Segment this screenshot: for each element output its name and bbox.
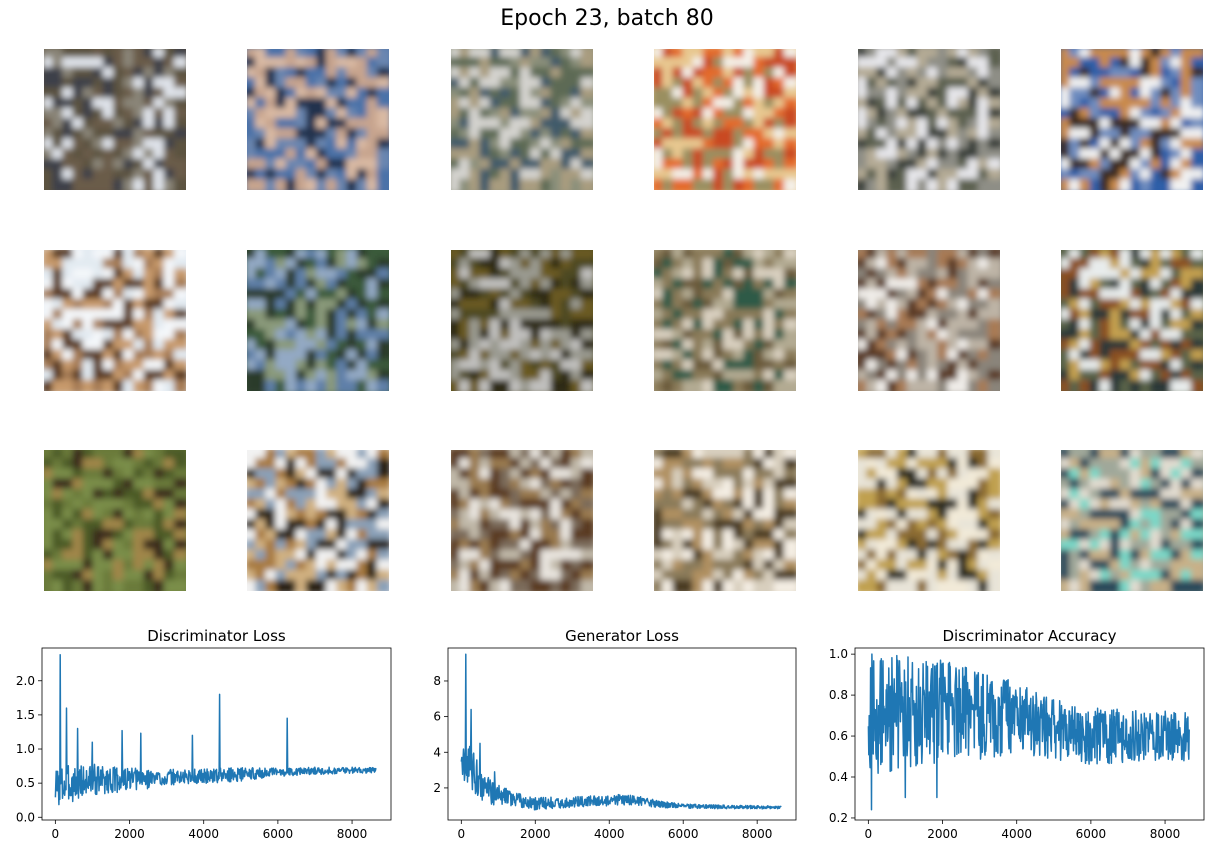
sample-r1c6	[1061, 49, 1203, 190]
y-tick-label-2-4: 1.0	[829, 647, 848, 661]
sample-r3c1	[44, 450, 186, 591]
x-tick-label-1-1: 2000	[520, 827, 551, 841]
x-tick-label-0-4: 8000	[337, 827, 368, 841]
axes-frame-1	[447, 647, 797, 821]
y-tick-label-2-3: 0.8	[829, 688, 848, 702]
x-tick-label-1-2: 4000	[594, 827, 625, 841]
sample-r1c4	[654, 49, 796, 190]
y-tick-label-0-1: 0.5	[16, 776, 35, 790]
y-tick-label-1-0: 2	[433, 781, 441, 795]
figure-title: Epoch 23, batch 80	[500, 6, 714, 31]
sample-r2c6	[1061, 250, 1203, 391]
sample-r2c2	[247, 250, 389, 391]
plot-1: 0 2000 4000 6000 8000 2 4 6 8	[433, 647, 797, 841]
axes-frame-0	[41, 647, 392, 821]
sample-r3c4	[654, 450, 796, 591]
sample-r1c1	[44, 49, 186, 190]
x-tick-label-0-1: 2000	[114, 827, 145, 841]
x-tick-label-0-3: 6000	[263, 827, 294, 841]
plot-title-generator-loss: Generator Loss	[565, 627, 679, 645]
y-tick-label-2-2: 0.6	[829, 729, 848, 743]
plot-2: 0 2000 4000 6000 8000 0.2 0.4 0.6 0.8 1.0	[829, 647, 1205, 841]
sample-r2c3	[451, 250, 593, 391]
sample-r2c5	[858, 250, 1000, 391]
y-tick-label-2-1: 0.4	[829, 770, 848, 784]
y-tick-label-0-2: 1.0	[16, 742, 35, 756]
sample-r1c2	[247, 49, 389, 190]
x-tick-label-2-2: 4000	[1001, 827, 1032, 841]
plot-title-discriminator-accuracy: Discriminator Accuracy	[942, 627, 1117, 645]
sample-r1c3	[451, 49, 593, 190]
y-tick-label-1-1: 4	[433, 745, 441, 759]
sample-r1c5	[858, 49, 1000, 190]
sample-r2c1	[44, 250, 186, 391]
sample-r3c2	[247, 450, 389, 591]
y-tick-label-1-2: 6	[433, 710, 441, 724]
x-tick-label-2-0: 0	[865, 827, 873, 841]
sample-r3c5	[858, 450, 1000, 591]
y-tick-label-1-3: 8	[433, 674, 441, 688]
sample-r3c3	[451, 450, 593, 591]
sample-r3c6	[1061, 450, 1203, 591]
sample-r2c4	[654, 250, 796, 391]
y-tick-label-2-0: 0.2	[829, 811, 848, 825]
series-line-2	[867, 653, 1190, 811]
x-tick-label-1-0: 0	[457, 827, 465, 841]
x-tick-label-1-3: 6000	[668, 827, 699, 841]
x-tick-label-0-0: 0	[52, 827, 60, 841]
y-tick-label-0-0: 0.0	[16, 810, 35, 824]
plot-title-discriminator-loss: Discriminator Loss	[147, 627, 286, 645]
series-line-0	[54, 654, 377, 806]
x-tick-label-2-4: 8000	[1150, 827, 1181, 841]
plot-0: 0 2000 4000 6000 8000 0.0 0.5 1.0 1.5 2.0	[16, 647, 392, 841]
x-tick-label-0-2: 4000	[188, 827, 219, 841]
x-tick-label-2-3: 6000	[1076, 827, 1107, 841]
x-tick-label-1-4: 8000	[742, 827, 773, 841]
y-tick-label-0-3: 1.5	[16, 708, 35, 722]
axes-frame-2	[854, 647, 1205, 821]
y-tick-label-0-4: 2.0	[16, 674, 35, 688]
series-line-1	[460, 653, 782, 811]
x-tick-label-2-1: 2000	[927, 827, 958, 841]
